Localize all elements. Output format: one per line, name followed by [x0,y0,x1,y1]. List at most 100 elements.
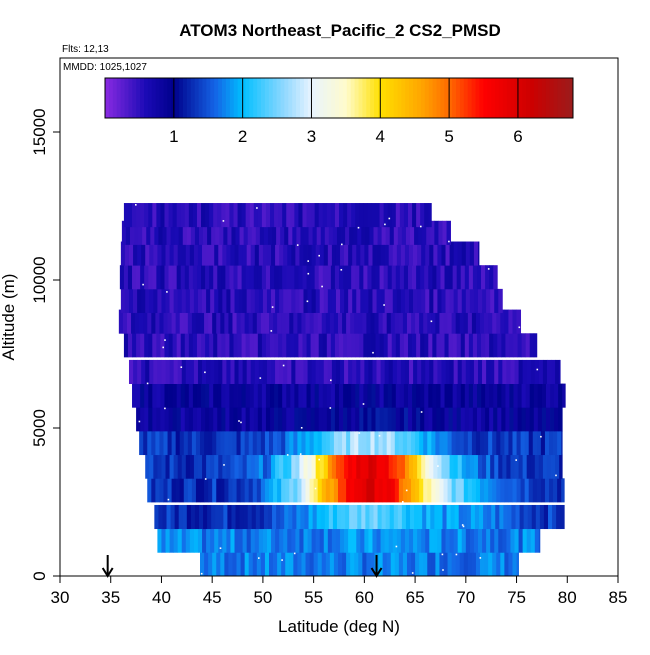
heatmap-cell [389,289,393,313]
heatmap-cell [282,333,286,357]
colorbar-segment [483,78,487,118]
heatmap-cell [273,552,277,576]
colorbar-segment [136,78,140,118]
heatmap-cell [291,529,295,553]
heatmap-cell [208,310,212,334]
heatmap-cell [315,265,319,289]
heatmap-cell [224,478,228,502]
heatmap-cell [546,407,550,431]
x-tick-label: 65 [406,588,425,607]
heatmap-cell [290,333,294,357]
heatmap-cell [514,407,518,431]
heatmap-cell [174,455,178,479]
colorbar-segment [273,78,277,118]
heatmap-cell [526,333,530,357]
colorbar-tick-label: 3 [307,127,316,146]
heatmap-cell [551,455,555,479]
heatmap-cell [181,384,185,408]
heatmap-cell [403,310,407,334]
colorbar-segment [429,78,433,118]
heatmap-cell [508,431,512,455]
heatmap-cell [350,552,354,576]
heatmap-cell [230,289,234,313]
heatmap-cell [533,478,537,502]
heatmap-cell [294,265,298,289]
heatmap-cell [501,384,505,408]
heatmap-cell [344,529,348,553]
heatmap-cell [377,360,381,384]
heatmap-cell [209,203,213,227]
heatmap-cell [141,242,145,266]
colorbar-segment [557,78,561,118]
colorbar-segment [374,78,378,118]
heatmap-cell [549,478,553,502]
heatmap-cell [327,265,331,289]
heatmap-speck [363,403,365,405]
heatmap-cell [548,505,552,529]
heatmap-cell [157,289,161,313]
heatmap-cell [558,407,562,431]
heatmap-cell [208,478,212,502]
heatmap-speck [294,553,296,555]
heatmap-cell [438,505,442,529]
heatmap-cell [527,455,531,479]
heatmap-cell [288,505,292,529]
heatmap-cell [214,529,218,553]
colorbar-tick-label: 1 [169,127,178,146]
heatmap-cell [281,310,285,334]
heatmap-cell [258,407,262,431]
heatmap-layer [119,203,566,576]
heatmap-cell [286,203,290,227]
heatmap-cell [274,203,278,227]
heatmap-cell [221,384,225,408]
heatmap-cell [333,505,337,529]
heatmap-cell [232,431,236,455]
heatmap-cell [228,431,232,455]
heatmap-cell [423,431,427,455]
heatmap-cell [425,360,429,384]
heatmap-cell [352,455,356,479]
heatmap-cell [521,478,525,502]
heatmap-cell [412,203,416,227]
heatmap-cell [412,265,416,289]
colorbar-segment [417,78,421,118]
heatmap-cell [322,478,326,502]
heatmap-cell [417,360,421,384]
heatmap-cell [217,203,221,227]
heatmap-cell [307,407,311,431]
heatmap-cell [209,384,213,408]
heatmap-cell [226,529,230,553]
heatmap-cell [491,505,495,529]
heatmap-cell [376,203,380,227]
heatmap-cell [381,455,385,479]
heatmap-cell [428,265,432,289]
heatmap-cell [243,242,247,266]
heatmap-cell [395,310,399,334]
heatmap-cell [251,529,255,553]
heatmap-cell [148,265,152,289]
heatmap-cell [393,242,397,266]
heatmap-cell [396,407,400,431]
heatmap-cell [425,242,429,266]
colorbar-segment [167,78,171,118]
heatmap-cell [275,360,279,384]
heatmap-row [147,478,564,502]
heatmap-cell [404,333,408,357]
heatmap-cell [465,407,469,431]
heatmap-cell [159,431,163,455]
heatmap-cell [505,407,509,431]
heatmap-cell [526,407,530,431]
heatmap-cell [323,265,327,289]
heatmap-cell [411,478,415,502]
heatmap-cell [534,407,538,431]
heatmap-cell [169,407,173,431]
heatmap-cell [131,310,135,334]
heatmap-cell [172,478,176,502]
heatmap-cell [246,203,250,227]
heatmap-cell [370,310,374,334]
heatmap-cell [198,242,202,266]
heatmap-cell [283,360,287,384]
heatmap-cell [139,431,143,455]
heatmap-cell [370,431,374,455]
heatmap-cell [212,431,216,455]
